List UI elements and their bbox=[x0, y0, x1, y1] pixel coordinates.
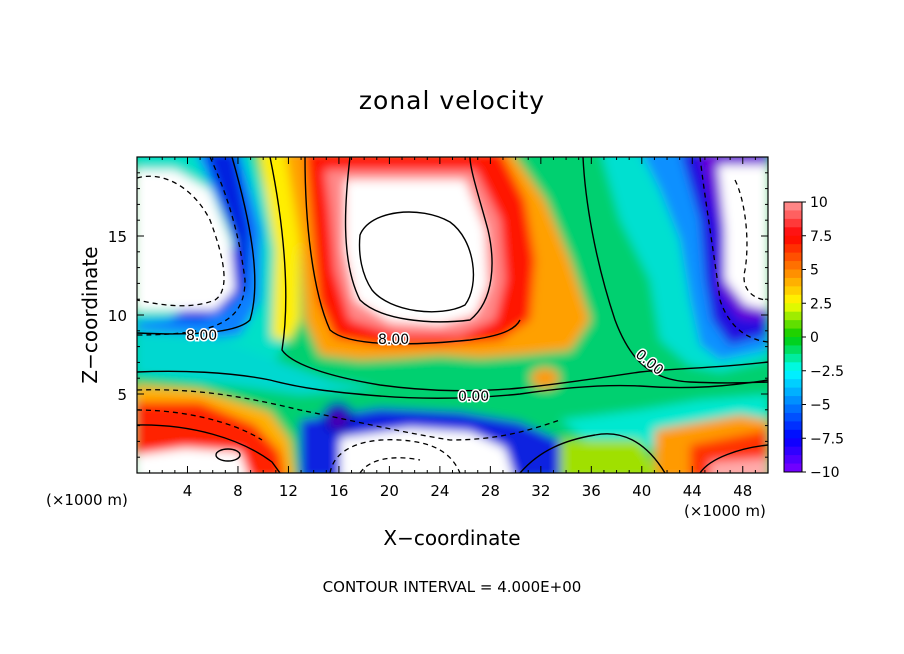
x-unit-label-right: (×1000 m) bbox=[684, 502, 766, 520]
x-tick-label: 28 bbox=[481, 482, 500, 500]
colorbar-swatch bbox=[784, 463, 802, 473]
colorbar-swatch bbox=[784, 218, 802, 228]
chart-title: zonal velocity bbox=[358, 86, 546, 115]
colorbar-label: 0 bbox=[810, 330, 819, 346]
x-tick-label: 12 bbox=[279, 482, 298, 500]
colorbar-label: 10 bbox=[810, 195, 828, 211]
colorbar-swatch bbox=[784, 227, 802, 237]
colorbar-swatch bbox=[784, 396, 802, 405]
colorbar-label: 5 bbox=[810, 263, 819, 279]
colorbar-label: −5 bbox=[810, 398, 831, 414]
colorbar-swatch bbox=[784, 438, 802, 448]
x-axis-label: X−coordinate bbox=[383, 526, 521, 550]
x-tick-label: 8 bbox=[233, 482, 243, 500]
colorbar-swatch bbox=[784, 286, 802, 296]
y-tick-label: 5 bbox=[117, 386, 127, 404]
x-tick-label: 32 bbox=[531, 482, 550, 500]
y-tick-label: 10 bbox=[108, 307, 127, 325]
colorbar-label: −2.5 bbox=[810, 364, 844, 380]
colorbar-swatch bbox=[784, 303, 802, 313]
contour-interval-note: CONTOUR INTERVAL = 4.000E+00 bbox=[322, 578, 582, 596]
heatmap-field bbox=[137, 157, 768, 473]
colorbar-swatch bbox=[784, 353, 802, 363]
x-tick-label: 44 bbox=[683, 482, 702, 500]
colorbar-swatch bbox=[784, 294, 802, 304]
x-tick-label: 20 bbox=[380, 482, 399, 500]
colorbar-swatch bbox=[784, 202, 802, 211]
contour-label-2: 8.00 bbox=[378, 332, 409, 348]
colorbar-swatch bbox=[784, 277, 802, 287]
colorbar-label: 2.5 bbox=[810, 296, 832, 312]
colorbar-swatch bbox=[784, 244, 802, 254]
x-tick-label: 36 bbox=[582, 482, 601, 500]
colorbar-swatch bbox=[784, 269, 802, 279]
colorbar-swatch bbox=[784, 446, 802, 456]
colorbar-swatch bbox=[784, 379, 802, 389]
negative-contour-lines bbox=[137, 157, 768, 473]
colorbar-swatch bbox=[784, 311, 802, 321]
x-tick-label: 48 bbox=[733, 482, 752, 500]
y-tick-label: 15 bbox=[108, 228, 127, 246]
colorbar-swatch bbox=[784, 412, 802, 422]
colorbar-swatch bbox=[784, 235, 802, 245]
x-tick-label: 16 bbox=[329, 482, 348, 500]
x-tick-label: 24 bbox=[430, 482, 449, 500]
colorbar: 10 7.5 5 2.5 0 −2.5 −5 −7.5 −10 bbox=[783, 195, 844, 481]
colorbar-swatch bbox=[784, 252, 802, 262]
colorbar-label: −10 bbox=[810, 465, 840, 481]
colorbar-label: 7.5 bbox=[810, 229, 832, 245]
contour-label-1: 8.00 bbox=[186, 328, 217, 344]
colorbar-swatch bbox=[784, 429, 802, 439]
colorbar-swatch bbox=[784, 362, 802, 372]
colorbar-swatch bbox=[784, 370, 802, 380]
x-unit-label-left: (×1000 m) bbox=[46, 491, 128, 509]
colorbar-swatch bbox=[784, 337, 802, 346]
colorbar-swatch bbox=[784, 455, 802, 465]
colorbar-swatch bbox=[784, 421, 802, 431]
colorbar-swatch bbox=[784, 261, 802, 270]
y-axis-label: Z−coordinate bbox=[78, 246, 102, 384]
colorbar-swatch bbox=[784, 404, 802, 414]
colorbar-swatch bbox=[784, 328, 802, 338]
colorbar-swatch bbox=[784, 345, 802, 355]
x-tick-label: 40 bbox=[632, 482, 651, 500]
colorbar-swatch bbox=[784, 320, 802, 330]
colorbar-label: −7.5 bbox=[810, 431, 844, 447]
x-tick-label: 4 bbox=[183, 482, 193, 500]
contour-label-3: 0.00 bbox=[458, 389, 489, 405]
contour-lines bbox=[137, 157, 768, 473]
colorbar-swatch bbox=[784, 387, 802, 397]
colorbar-swatch bbox=[784, 210, 802, 220]
